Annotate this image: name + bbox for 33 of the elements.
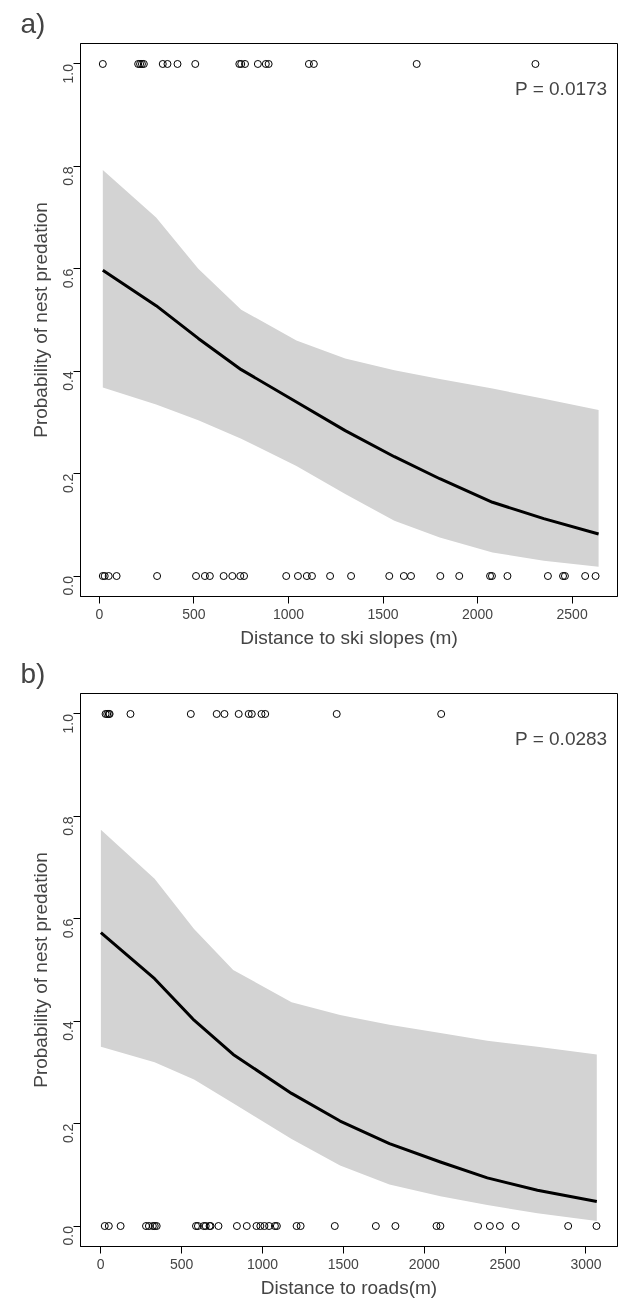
x-tick-label: 500 [169, 1255, 194, 1272]
x-axis-title: Distance to roads(m) [260, 1276, 438, 1298]
x-tick-label: 2000 [462, 605, 494, 622]
chart-title: a) [20, 7, 46, 39]
y-tick-label: 0.6 [60, 268, 77, 289]
y-tick-label: 0.8 [60, 816, 77, 836]
x-tick-label: 1000 [246, 1255, 279, 1272]
y-tick-label: 1.0 [60, 713, 77, 734]
x-tick-label: 2500 [489, 1255, 521, 1272]
y-tick-label: 1.0 [60, 63, 77, 84]
x-tick-label: 1000 [272, 605, 305, 622]
x-tick-label: 2000 [408, 1255, 440, 1272]
annotation: P = 0.0283 [515, 727, 608, 749]
y-tick-label: 0.4 [60, 370, 77, 391]
x-tick-label: 500 [182, 605, 206, 622]
y-tick-label: 0.0 [60, 1225, 77, 1246]
y-tick-label: 0.4 [60, 1020, 77, 1041]
y-tick-label: 0.2 [60, 473, 77, 494]
y-tick-label: 0.0 [60, 575, 77, 596]
annotation: P = 0.0173 [515, 77, 608, 99]
y-tick-label: 0.2 [60, 1123, 77, 1144]
x-tick-label: 1500 [327, 1255, 360, 1272]
x-tick-label: 3000 [570, 1255, 602, 1272]
x-tick-label: 1500 [367, 605, 399, 622]
x-tick-label: 0 [96, 1255, 105, 1272]
y-tick-label: 0.8 [60, 166, 77, 186]
y-axis-title: Probability of nest predation [29, 202, 51, 438]
y-tick-label: 0.6 [60, 918, 77, 939]
x-tick-label: 0 [95, 605, 104, 622]
y-axis-title: Probability of nest predation [29, 852, 51, 1088]
x-axis-title: Distance to ski slopes (m) [240, 626, 458, 648]
chart-title: b) [20, 657, 46, 689]
x-tick-label: 2500 [556, 605, 588, 622]
